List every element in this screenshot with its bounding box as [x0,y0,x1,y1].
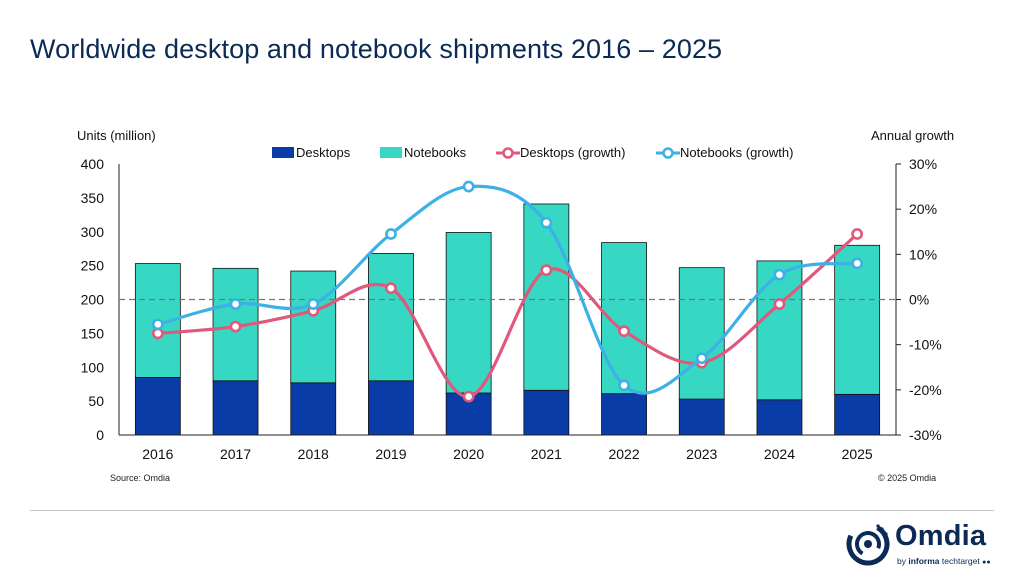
footer-divider [30,510,994,511]
legend-label-desktops: Desktops [296,145,351,160]
y2-tick-label: -20% [909,382,942,398]
x-tick-label: 2025 [842,446,873,462]
y-axis-title: Units (million) [77,128,156,143]
y-tick-label: 150 [81,325,105,341]
bar-notebooks [834,244,881,395]
bar-desktops [678,398,725,436]
y2-tick-label: -30% [909,427,942,443]
legend-marker-notebooks-growth [662,147,674,159]
x-tick-label: 2019 [375,446,406,462]
legend-swatch-desktops [272,147,294,158]
copyright-note: © 2025 Omdia [878,473,937,483]
y-tick-label: 200 [81,292,105,308]
omdia-logo: Omdia by informa techtarget ●● [845,519,995,569]
bar-desktops [523,389,570,436]
legend-marker-desktops-growth [502,147,514,159]
y-tick-label: 100 [81,359,105,375]
desktops-growth-point [851,228,864,240]
x-tick-label: 2018 [298,446,329,462]
bar-desktops [134,377,181,436]
bar-notebooks [523,203,570,391]
bar-notebooks [756,260,803,401]
x-tick-label: 2016 [142,446,173,462]
chart: Units (million) Annual growth 0 50 100 150 200… [77,128,954,462]
notebooks-growth-point [618,379,630,392]
desktops-growth-point [773,298,786,310]
legend-label-notebooks-growth: Notebooks (growth) [680,145,793,160]
bar-desktops [290,382,337,436]
omdia-logo-icon [846,522,890,566]
y2-tick-label: 20% [909,201,937,217]
notebooks-growth-point [307,298,320,310]
x-tick-label: 2021 [531,446,562,462]
omdia-logo-tagline: by informa techtarget ●● [897,556,991,566]
notebooks-growth-point [695,352,708,365]
notebooks-growth-point [462,180,475,193]
y2-tick-label: 10% [909,246,937,262]
notebooks-growth-point [540,216,553,229]
notebooks-growth-point [385,228,397,240]
bar-desktops [212,380,259,436]
bar-notebooks [368,253,414,382]
bar-desktops [834,393,881,436]
desktops-growth-point [540,264,553,277]
notebooks-growth-point [151,318,164,331]
y-tick-label: 0 [96,427,104,443]
x-tick-label: 2017 [220,446,251,462]
y-tick-label: 250 [81,258,105,274]
notebooks-growth-point [229,298,242,310]
desktops-growth-point [462,390,475,403]
y2-tick-label: 30% [909,156,937,172]
bar-notebooks [290,270,337,384]
y2-tick-label: -10% [909,337,942,353]
y-tick-label: 300 [81,224,105,240]
desktops-growth-point [618,325,630,338]
desktops-growth-point [229,320,242,333]
omdia-logo-text: Omdia [895,520,987,552]
legend-label-desktops-growth: Desktops (growth) [520,145,625,160]
bar-notebooks [678,267,725,400]
x-tick-label: 2022 [608,446,639,462]
bar-desktops [368,380,414,436]
y2-axis-title: Annual growth [871,128,954,143]
notebooks-growth-point [773,268,786,281]
bar-desktops [601,393,647,436]
bar-notebooks [445,232,492,394]
y-tick-label: 50 [88,393,104,409]
desktops-growth-point [385,282,397,295]
x-tick-label: 2020 [453,446,484,462]
notebooks-growth-point [851,257,864,270]
y-tick-label: 350 [81,190,105,206]
desktops-growth-line [157,232,859,399]
legend-label-notebooks: Notebooks [404,145,467,160]
legend-swatch-notebooks [380,147,402,158]
y2-tick-label: 0% [909,292,929,308]
source-note: Source: Omdia [110,473,171,483]
page-title: Worldwide desktop and notebook shipments… [30,34,723,64]
notebooks-growth-line [157,184,858,395]
bar-desktops [756,399,803,436]
x-tick-label: 2024 [764,446,795,462]
y-tick-label: 400 [81,156,105,172]
x-tick-label: 2023 [686,446,717,462]
